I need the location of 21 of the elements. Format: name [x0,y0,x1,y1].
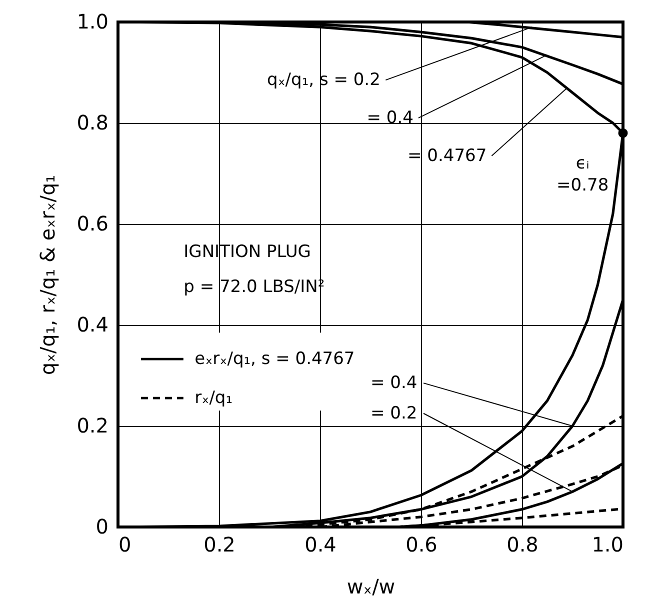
y-tick-label: 0.8 [76,110,108,134]
y-tick-label: 0 [96,514,108,538]
annotation: = 0.2 [370,403,418,424]
annotation: = 0.4 [366,108,414,128]
x-tick-label: 0.4 [304,532,336,556]
x-axis-title: wₓ/w [346,574,396,598]
annotation: = 0.4 [370,373,418,394]
legend-label: eₓrₓ/q₁, s = 0.4767 [194,349,355,370]
annotation: = 0.4767 [408,146,487,166]
x-tick-label: 0 [118,532,132,556]
y-tick-label: 0.2 [76,414,108,438]
annotation: ϵᵢ =0.78 [556,153,609,196]
y-tick-label: 1.0 [76,10,108,34]
x-tick-label: 0.2 [204,532,236,556]
x-tick-label: 1.0 [592,532,624,556]
y-tick-label: 0.4 [76,312,108,336]
x-tick-label: 0.6 [406,532,438,556]
x-tick-label: 0.8 [506,532,538,556]
y-tick-label: 0.6 [76,212,108,236]
legend-label: rₓ/q₁ [194,388,233,408]
y-axis-title: qₓ/q₁, rₓ/q₁ & eₓrₓ/q₁ [36,174,60,376]
